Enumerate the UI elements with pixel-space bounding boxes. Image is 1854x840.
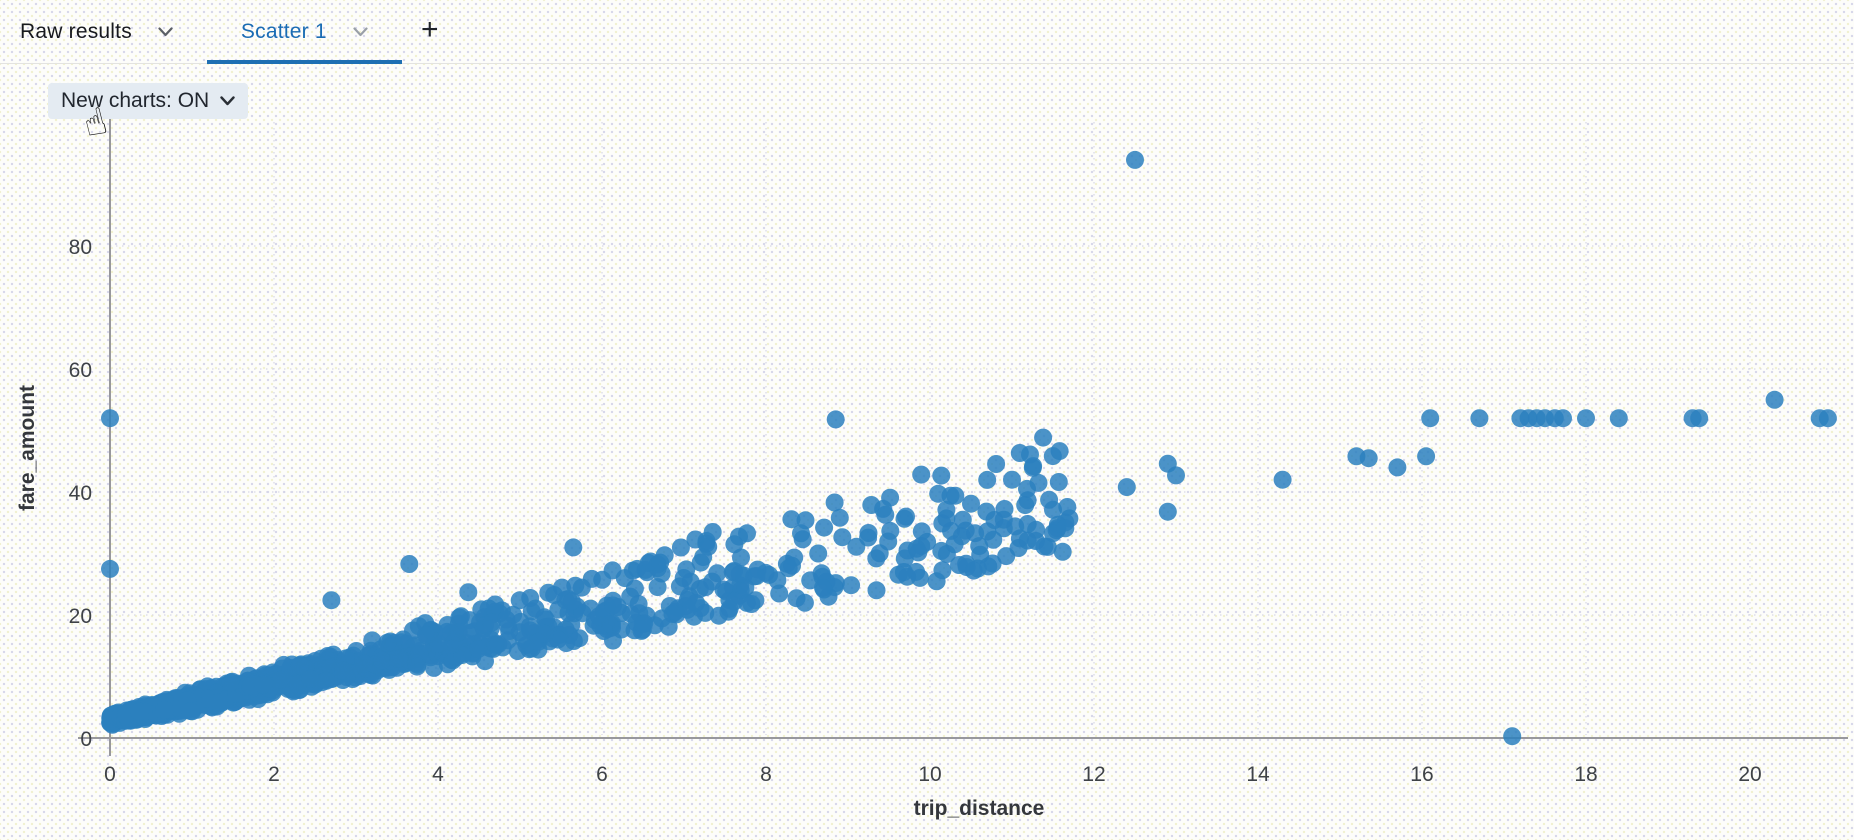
x-tick-label: 2 xyxy=(268,763,280,786)
tab-scatter-1-label: Scatter 1 xyxy=(240,19,327,43)
new-charts-label: New charts: ON xyxy=(61,89,210,112)
data-point[interactable] xyxy=(945,535,964,554)
y-tick-label: 80 xyxy=(69,236,92,259)
cloud-points xyxy=(101,428,1077,734)
data-point[interactable] xyxy=(1421,409,1440,428)
data-point[interactable] xyxy=(1503,727,1522,746)
data-point[interactable] xyxy=(703,523,722,541)
data-point[interactable] xyxy=(564,538,583,557)
chevron-down-icon[interactable] xyxy=(158,26,173,37)
tab-raw-results[interactable]: Raw results xyxy=(0,0,207,63)
data-point[interactable] xyxy=(101,559,119,578)
x-axis-tick-labels: 0 2 4 6 8 10 12 14 16 18 20 xyxy=(104,763,1762,786)
x-tick-label: 20 xyxy=(1738,763,1761,786)
x-tick-label: 8 xyxy=(760,763,772,786)
tab-scatter-1[interactable]: Scatter 1 xyxy=(206,0,402,64)
axis-spines xyxy=(78,116,1848,756)
data-point[interactable] xyxy=(1690,409,1709,428)
x-tick-label: 6 xyxy=(596,763,608,786)
data-point[interactable] xyxy=(1117,478,1136,497)
data-point[interactable] xyxy=(1470,409,1489,428)
data-points xyxy=(101,150,1837,746)
x-tick-label: 18 xyxy=(1574,763,1597,786)
y-tick-label: 40 xyxy=(69,482,92,505)
data-point[interactable] xyxy=(970,537,989,556)
data-point[interactable] xyxy=(941,486,960,505)
y-tick-label: 0 xyxy=(80,728,92,751)
new-charts-toggle-dropdown[interactable]: New charts: ON xyxy=(48,83,249,119)
y-axis-tick-labels: 0 20 40 60 80 xyxy=(69,236,92,751)
data-point[interactable] xyxy=(1609,409,1628,428)
results-tab-bar: Raw results Scatter 1 + xyxy=(0,0,1854,64)
data-point[interactable] xyxy=(1158,502,1177,521)
x-tick-label: 0 xyxy=(104,763,116,786)
data-point[interactable] xyxy=(912,522,931,541)
x-axis-title: trip_distance xyxy=(914,797,1045,820)
y-tick-label: 20 xyxy=(69,605,92,628)
x-tick-label: 14 xyxy=(1246,763,1270,786)
y-axis-title: fare_amount xyxy=(16,385,39,511)
x-tick-label: 10 xyxy=(918,763,941,786)
data-point[interactable] xyxy=(1167,466,1185,485)
data-point[interactable] xyxy=(1388,458,1407,477)
data-point[interactable] xyxy=(953,510,972,529)
data-point[interactable] xyxy=(994,519,1013,538)
data-point[interactable] xyxy=(1818,409,1837,428)
chevron-down-icon[interactable] xyxy=(353,26,368,37)
data-point[interactable] xyxy=(1126,150,1144,169)
data-point[interactable] xyxy=(830,508,849,527)
data-point[interactable] xyxy=(1554,409,1572,428)
data-point[interactable] xyxy=(826,410,845,429)
data-point[interactable] xyxy=(1765,390,1784,409)
data-point[interactable] xyxy=(101,409,119,428)
x-tick-label: 4 xyxy=(432,763,444,786)
data-point[interactable] xyxy=(400,555,419,573)
data-point[interactable] xyxy=(1417,447,1436,466)
data-point[interactable] xyxy=(1359,449,1378,468)
data-point[interactable] xyxy=(1273,470,1292,489)
data-point[interactable] xyxy=(1044,524,1062,543)
data-point[interactable] xyxy=(933,514,952,533)
add-chart-button[interactable]: + xyxy=(402,0,458,63)
x-tick-label: 12 xyxy=(1082,763,1105,786)
data-point[interactable] xyxy=(962,494,980,513)
gridlines xyxy=(110,122,1848,735)
data-point[interactable] xyxy=(1577,409,1595,428)
x-tick-label: 16 xyxy=(1410,763,1433,786)
plus-icon: + xyxy=(420,12,439,46)
data-point[interactable] xyxy=(1044,500,1062,519)
y-tick-label: 60 xyxy=(69,359,92,382)
data-point[interactable] xyxy=(322,591,341,610)
data-point[interactable] xyxy=(459,583,478,602)
chevron-down-icon xyxy=(220,96,235,106)
tab-raw-results-label: Raw results xyxy=(20,19,132,43)
